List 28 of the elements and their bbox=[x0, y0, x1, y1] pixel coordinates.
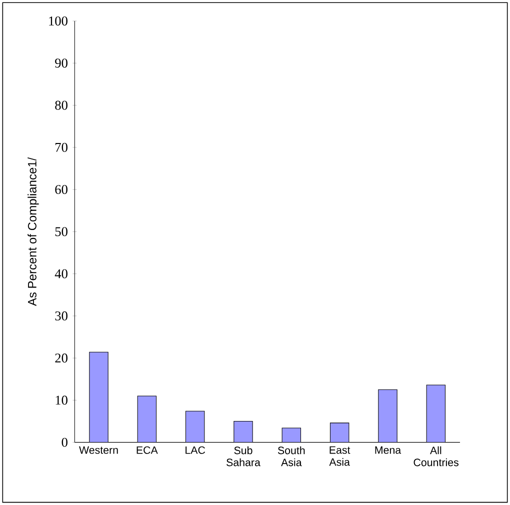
bar bbox=[282, 428, 301, 442]
y-tick-label: 60 bbox=[55, 185, 68, 194]
y-tick-label: 100 bbox=[49, 16, 68, 26]
x-tick-label: LAC bbox=[186, 446, 206, 454]
x-tick-label: All Countries bbox=[414, 446, 459, 466]
bar bbox=[378, 390, 398, 442]
x-tick-label: East Asia bbox=[329, 446, 350, 466]
y-axis-title: As Percent of Compliance1/ bbox=[28, 157, 39, 306]
y-tick-label: 70 bbox=[56, 142, 68, 152]
y-tick-label: 50 bbox=[55, 227, 68, 236]
x-tick-label: Sub Sahara bbox=[226, 446, 260, 466]
y-tick-label: 80 bbox=[55, 100, 68, 110]
bar bbox=[426, 384, 446, 442]
y-tick-label: 90 bbox=[55, 58, 68, 68]
y-tick-label: 0 bbox=[62, 438, 68, 447]
x-tick-label: Mena bbox=[375, 446, 402, 454]
y-tick-label: 10 bbox=[56, 396, 68, 405]
x-tick-label: Western bbox=[79, 446, 118, 454]
bar bbox=[186, 411, 204, 442]
x-tick-label: South Asia bbox=[278, 446, 305, 466]
bar bbox=[138, 396, 156, 442]
bar bbox=[330, 422, 349, 442]
y-tick-label: 30 bbox=[55, 311, 68, 320]
y-tick-label: 40 bbox=[54, 269, 68, 278]
bar bbox=[234, 421, 253, 442]
y-tick-label: 20 bbox=[55, 354, 68, 363]
bar bbox=[89, 352, 108, 442]
x-tick-label: ECA bbox=[136, 446, 158, 454]
